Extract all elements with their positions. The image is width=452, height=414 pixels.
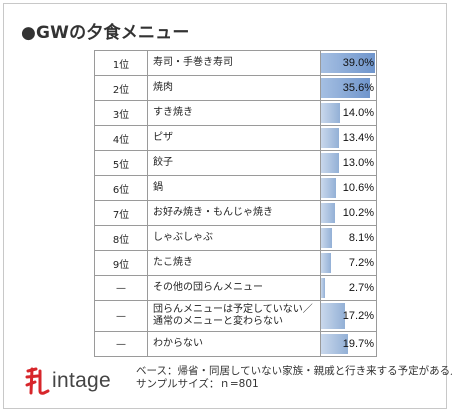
table-row: — わからない 19.7% <box>94 331 377 357</box>
bar <box>321 78 370 98</box>
bar-cell: 13.0% <box>320 150 377 176</box>
bar-cell: 17.2% <box>320 300 377 332</box>
ranking-table-container: 1位 寿司・手巻き寿司 39.0% 2位 焼肉 35.6% 3位 すき焼き 14.0% 4位 ピザ 1… <box>94 50 377 357</box>
table-row: 6位鍋 10.6% <box>94 175 377 201</box>
rank-cell: 3位 <box>94 100 148 126</box>
table-row: 1位 寿司・手巻き寿司 39.0% <box>94 50 377 76</box>
category-label: 団らんメニューは予定していない／ 通常のメニューと変わらない <box>147 300 321 332</box>
category-label: 焼肉 <box>147 75 321 101</box>
bar-cell: 19.7% <box>320 331 377 357</box>
bar-cell: 39.0% <box>320 50 377 76</box>
bar <box>321 228 333 248</box>
bar-cell: 35.6% <box>320 75 377 101</box>
category-label: すき焼き <box>147 100 321 126</box>
category-label: 餃子 <box>147 150 321 176</box>
bar <box>321 253 331 273</box>
value-label: 17.2% <box>342 310 374 322</box>
rank-cell: — <box>94 275 148 301</box>
bar <box>321 53 375 73</box>
rank-cell: — <box>94 331 148 357</box>
bar-cell: 7.2% <box>320 250 377 276</box>
rank-cell: 7位 <box>94 200 148 226</box>
value-label: 35.6% <box>342 82 374 94</box>
value-label: 13.0% <box>342 157 374 169</box>
sample-size-note: サンプルサイズ：ｎ=801 <box>136 378 259 390</box>
category-label: 鍋 <box>147 175 321 201</box>
table-row: 8位 しゃぶしゃぶ 8.1% <box>94 225 377 251</box>
value-label: 14.0% <box>342 107 374 119</box>
bar-cell: 2.7% <box>320 275 377 301</box>
table-row: — 団らんメニューは予定していない／ 通常のメニューと変わらない 17.2% <box>94 300 377 332</box>
table-row: 7位 お好み焼き・もんじゃ焼き 10.2% <box>94 200 377 226</box>
value-label: 10.2% <box>342 207 374 219</box>
bar-cell: 10.6% <box>320 175 377 201</box>
bar <box>321 178 336 198</box>
value-label: 7.2% <box>348 257 374 269</box>
value-label: 10.6% <box>342 182 374 194</box>
bar-cell: 8.1% <box>320 225 377 251</box>
bar-cell: 13.4% <box>320 125 377 151</box>
bar <box>321 153 339 173</box>
rank-cell: 6位 <box>94 175 148 201</box>
value-label: 8.1% <box>348 232 374 244</box>
logo-text: intage <box>52 369 112 392</box>
rank-cell: 8位 <box>94 225 148 251</box>
rank-cell: 1位 <box>94 50 148 76</box>
rank-cell: 4位 <box>94 125 148 151</box>
rank-cell: 2位 <box>94 75 148 101</box>
table-row: 5位 餃子 13.0% <box>94 150 377 176</box>
category-label: わからない <box>147 331 321 357</box>
category-label: お好み焼き・もんじゃ焼き <box>147 200 321 226</box>
category-label: しゃぶしゃぶ <box>147 225 321 251</box>
chart-frame: ●GWの夕食メニュー 1位 寿司・手巻き寿司 39.0% 2位 焼肉 35.6% 3位 すき焼… <box>3 3 452 409</box>
rank-cell: — <box>94 300 148 332</box>
intage-logo-icon <box>25 367 50 395</box>
value-label: 2.7% <box>348 282 374 294</box>
sample-note: ベース：帰省・同居していない家族・親戚と行き来する予定がある人 サンプルサイズ：… <box>136 365 452 391</box>
bar-cell: 14.0% <box>320 100 377 126</box>
bar <box>321 128 340 148</box>
sample-base-note: ベース：帰省・同居していない家族・親戚と行き来する予定がある人 <box>136 365 452 377</box>
table-row: — その他の団らんメニュー 2.7% <box>94 275 377 301</box>
rank-cell: 5位 <box>94 150 148 176</box>
category-label: 寿司・手巻き寿司 <box>147 50 321 76</box>
table-row: 4位 ピザ 13.4% <box>94 125 377 151</box>
bar <box>321 334 349 354</box>
category-label: その他の団らんメニュー <box>147 275 321 301</box>
table-row: 2位 焼肉 35.6% <box>94 75 377 101</box>
bar <box>321 103 341 123</box>
value-label: 13.4% <box>342 132 374 144</box>
bar-cell: 10.2% <box>320 200 377 226</box>
table-row: 9位 たこ焼き 7.2% <box>94 250 377 276</box>
bar <box>321 278 325 298</box>
bar <box>321 203 336 223</box>
footer: intage ベース：帰省・同居していない家族・親戚と行き来する予定がある人 サ… <box>24 365 452 405</box>
bar <box>321 303 345 329</box>
category-label: ピザ <box>147 125 321 151</box>
ranking-table: 1位 寿司・手巻き寿司 39.0% 2位 焼肉 35.6% 3位 すき焼き 14.0% 4位 ピザ 1… <box>94 50 377 357</box>
category-label: たこ焼き <box>147 250 321 276</box>
chart-title: ●GWの夕食メニュー <box>21 23 190 43</box>
value-label: 19.7% <box>342 338 374 350</box>
ranking-table-body: 1位 寿司・手巻き寿司 39.0% 2位 焼肉 35.6% 3位 すき焼き 14.0% 4位 ピザ 1… <box>94 50 377 357</box>
rank-cell: 9位 <box>94 250 148 276</box>
table-row: 3位 すき焼き 14.0% <box>94 100 377 126</box>
value-label: 39.0% <box>342 57 374 69</box>
